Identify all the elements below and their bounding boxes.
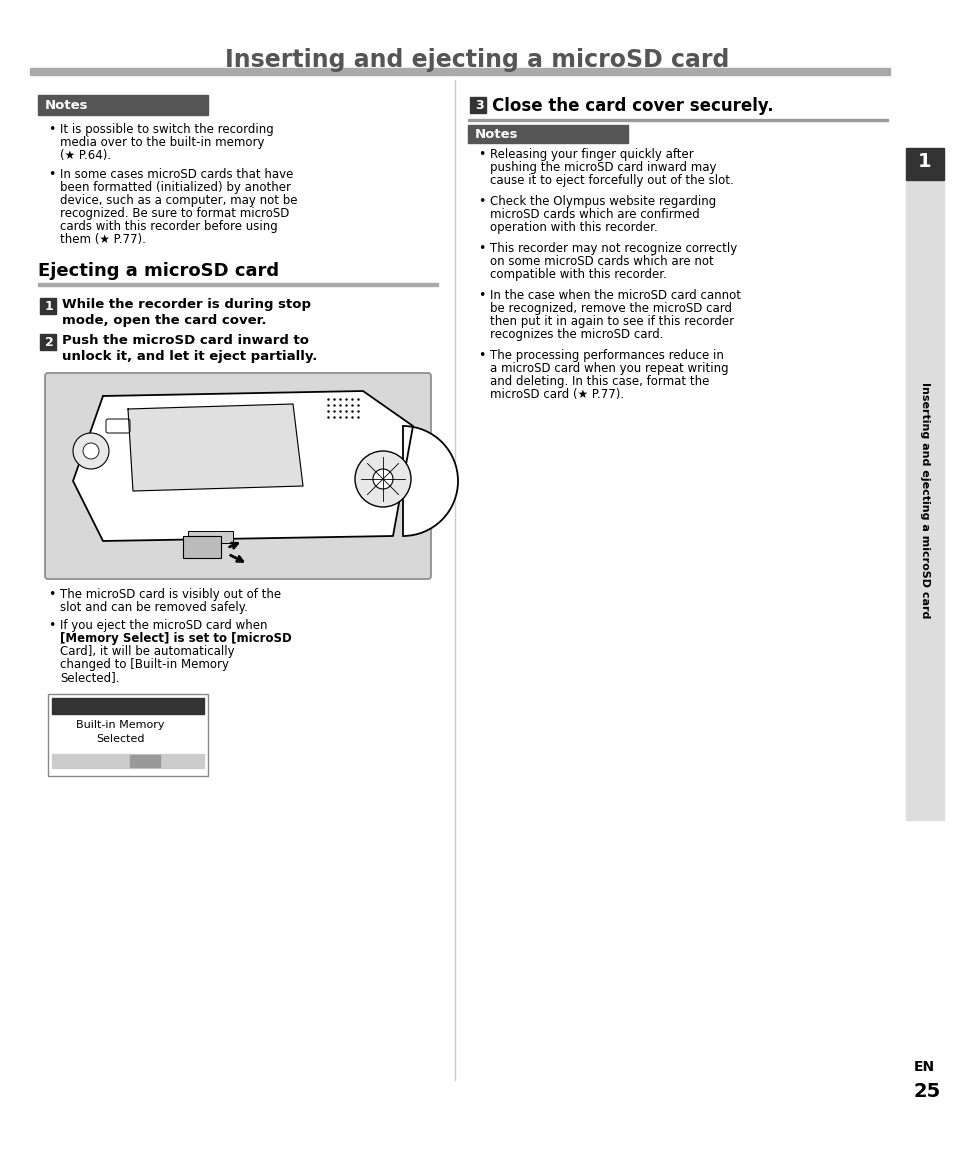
Text: In some cases microSD cards that have: In some cases microSD cards that have xyxy=(60,168,294,181)
Text: mode, open the card cover.: mode, open the card cover. xyxy=(62,314,266,327)
Text: •: • xyxy=(48,123,55,135)
Text: (★ P.64).: (★ P.64). xyxy=(60,149,111,162)
Text: compatible with this recorder.: compatible with this recorder. xyxy=(490,267,666,281)
Text: pushing the microSD card inward may: pushing the microSD card inward may xyxy=(490,161,716,174)
FancyBboxPatch shape xyxy=(45,373,431,579)
FancyBboxPatch shape xyxy=(106,419,130,433)
Circle shape xyxy=(83,444,99,459)
Bar xyxy=(183,536,221,558)
Text: a microSD card when you repeat writing: a microSD card when you repeat writing xyxy=(490,362,728,375)
Text: be recognized, remove the microSD card: be recognized, remove the microSD card xyxy=(490,302,731,315)
Text: on some microSD cards which are not: on some microSD cards which are not xyxy=(490,255,713,267)
Text: [Memory Select] is set to [microSD: [Memory Select] is set to [microSD xyxy=(60,632,292,645)
Text: IN: IN xyxy=(56,699,66,709)
Text: microSD cards which are confirmed: microSD cards which are confirmed xyxy=(490,208,699,221)
Text: 1: 1 xyxy=(917,152,931,171)
Text: ♪: ♪ xyxy=(56,756,62,765)
Text: Notes: Notes xyxy=(475,129,518,141)
Text: microSD card (★ P.77).: microSD card (★ P.77). xyxy=(490,388,623,401)
Text: •: • xyxy=(477,290,485,302)
Text: Releasing your finger quickly after: Releasing your finger quickly after xyxy=(490,148,693,161)
Circle shape xyxy=(355,450,411,507)
Text: 25: 25 xyxy=(913,1082,941,1101)
Polygon shape xyxy=(128,404,303,491)
Text: •: • xyxy=(477,242,485,255)
Bar xyxy=(130,755,160,767)
Text: and deleting. In this case, format the: and deleting. In this case, format the xyxy=(490,375,709,388)
Text: Selected].: Selected]. xyxy=(60,670,119,684)
Polygon shape xyxy=(73,391,413,541)
Text: •: • xyxy=(48,588,55,601)
Text: AUTO: AUTO xyxy=(132,757,154,765)
Text: N■■■: N■■■ xyxy=(158,699,185,709)
Bar xyxy=(468,119,887,120)
Text: Built-in Memory: Built-in Memory xyxy=(76,720,164,730)
Bar xyxy=(40,298,56,314)
Text: It is possible to switch the recording: It is possible to switch the recording xyxy=(60,123,274,135)
Bar xyxy=(188,532,233,543)
Bar xyxy=(905,148,943,179)
Bar xyxy=(52,698,204,714)
Text: In the case when the microSD card cannot: In the case when the microSD card cannot xyxy=(490,290,740,302)
Circle shape xyxy=(373,469,393,489)
Text: 1: 1 xyxy=(45,300,53,313)
Text: EN: EN xyxy=(913,1060,934,1073)
Text: If you eject the microSD card when: If you eject the microSD card when xyxy=(60,620,267,632)
Text: slot and can be removed safely.: slot and can be removed safely. xyxy=(60,601,248,614)
Text: device, such as a computer, may not be: device, such as a computer, may not be xyxy=(60,195,297,207)
Text: changed to [Built-in Memory: changed to [Built-in Memory xyxy=(60,658,229,670)
Text: •: • xyxy=(477,349,485,362)
Text: recognized. Be sure to format microSD: recognized. Be sure to format microSD xyxy=(60,207,289,220)
Text: Selected: Selected xyxy=(96,734,144,743)
Text: •: • xyxy=(477,195,485,208)
Text: Inserting and ejecting a microSD card: Inserting and ejecting a microSD card xyxy=(919,382,929,618)
Text: Card], it will be automatically: Card], it will be automatically xyxy=(60,645,234,658)
Bar xyxy=(38,95,208,115)
Text: cards with this recorder before using: cards with this recorder before using xyxy=(60,220,277,233)
Bar xyxy=(470,97,485,113)
Text: cause it to eject forcefully out of the slot.: cause it to eject forcefully out of the … xyxy=(490,174,733,186)
Bar xyxy=(30,68,889,75)
Bar xyxy=(40,334,56,350)
Text: operation with this recorder.: operation with this recorder. xyxy=(490,221,657,234)
Text: Inserting and ejecting a microSD card: Inserting and ejecting a microSD card xyxy=(225,47,728,72)
Text: Ejecting a microSD card: Ejecting a microSD card xyxy=(38,262,279,280)
Text: then put it in again to see if this recorder: then put it in again to see if this reco… xyxy=(490,315,734,328)
Text: media over to the built-in memory: media over to the built-in memory xyxy=(60,135,264,149)
Text: Close the card cover securely.: Close the card cover securely. xyxy=(492,97,773,115)
Text: them (★ P.77).: them (★ P.77). xyxy=(60,233,146,245)
Text: The processing performances reduce in: The processing performances reduce in xyxy=(490,349,723,362)
Bar xyxy=(48,694,208,776)
Bar xyxy=(905,179,943,820)
Wedge shape xyxy=(402,426,457,536)
Text: This recorder may not recognize correctly: This recorder may not recognize correctl… xyxy=(490,242,737,255)
Text: 2: 2 xyxy=(45,336,53,349)
Text: recognizes the microSD card.: recognizes the microSD card. xyxy=(490,328,662,340)
Text: Push the microSD card inward to: Push the microSD card inward to xyxy=(62,334,309,347)
Text: Check the Olympus website regarding: Check the Olympus website regarding xyxy=(490,195,716,208)
Text: unlock it, and let it eject partially.: unlock it, and let it eject partially. xyxy=(62,350,317,362)
Text: been formatted (initialized) by another: been formatted (initialized) by another xyxy=(60,181,291,195)
Bar xyxy=(468,125,627,142)
Text: While the recorder is during stop: While the recorder is during stop xyxy=(62,298,311,312)
Bar xyxy=(52,754,204,768)
Text: •: • xyxy=(477,148,485,161)
Text: •: • xyxy=(48,620,55,632)
Text: •: • xyxy=(48,168,55,181)
Circle shape xyxy=(73,433,109,469)
Text: Notes: Notes xyxy=(45,98,89,112)
Bar xyxy=(38,283,437,286)
Text: 3: 3 xyxy=(475,98,483,112)
Text: The microSD card is visibly out of the: The microSD card is visibly out of the xyxy=(60,588,281,601)
